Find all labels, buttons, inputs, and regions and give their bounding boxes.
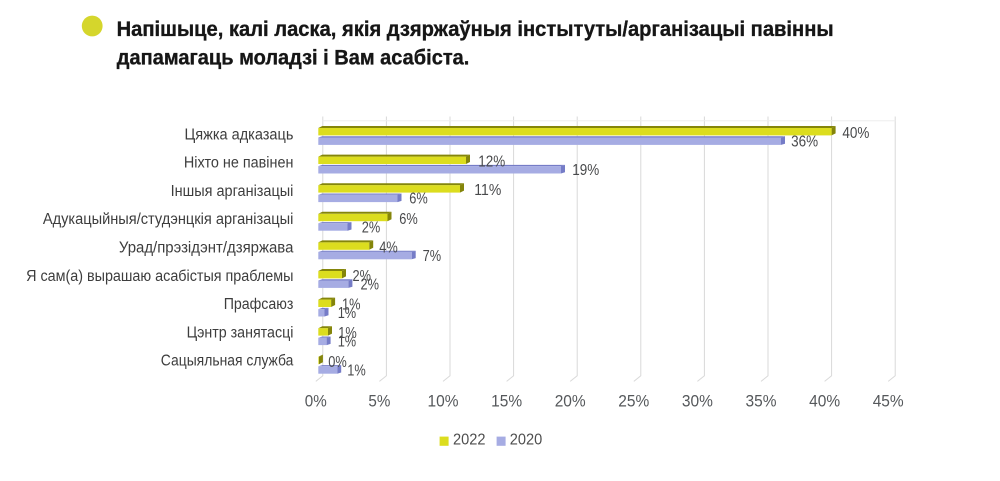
svg-text:Сацыяльная служба: Сацыяльная служба (161, 353, 294, 370)
svg-text:Цяжка адказаць: Цяжка адказаць (185, 126, 294, 143)
svg-text:19%: 19% (572, 162, 599, 179)
svg-text:7%: 7% (423, 248, 442, 265)
svg-text:2020: 2020 (510, 432, 543, 449)
svg-text:Напішыце, калі ласка, якія дзя: Напішыце, калі ласка, якія дзяржаўныя ін… (117, 18, 834, 41)
svg-text:25%: 25% (618, 391, 649, 410)
svg-text:1%: 1% (338, 325, 357, 342)
svg-text:36%: 36% (791, 134, 818, 151)
svg-text:1%: 1% (338, 334, 357, 351)
svg-text:2022: 2022 (453, 432, 486, 449)
svg-text:0%: 0% (305, 391, 327, 410)
svg-text:0%: 0% (328, 354, 347, 371)
svg-text:6%: 6% (399, 211, 418, 228)
svg-text:1%: 1% (347, 362, 366, 379)
svg-text:Прафсаюз: Прафсаюз (224, 296, 294, 313)
svg-text:35%: 35% (746, 391, 777, 410)
svg-text:1%: 1% (342, 297, 361, 314)
svg-text:11%: 11% (474, 182, 501, 199)
svg-text:15%: 15% (491, 391, 522, 410)
svg-text:20%: 20% (555, 391, 586, 410)
svg-text:2%: 2% (361, 277, 380, 294)
svg-text:5%: 5% (368, 391, 390, 410)
svg-text:Ніхто не павінен: Ніхто не павінен (184, 155, 294, 172)
svg-text:Іншыя арганізацыі: Іншыя арганізацыі (171, 183, 294, 200)
svg-text:30%: 30% (682, 391, 713, 410)
svg-text:4%: 4% (379, 239, 398, 256)
svg-text:40%: 40% (809, 391, 840, 410)
svg-text:40%: 40% (842, 125, 869, 142)
svg-text:6%: 6% (409, 191, 428, 208)
svg-text:Я сам(а) вырашаю асабістыя пра: Я сам(а) вырашаю асабістыя праблемы (26, 268, 293, 285)
svg-text:2%: 2% (362, 219, 381, 236)
svg-text:Адукацыйныя/студэнцкія арганіз: Адукацыйныя/студэнцкія арганізацыі (43, 211, 294, 228)
svg-text:Урад/прэзідэнт/дзяржава: Урад/прэзідэнт/дзяржава (119, 240, 294, 257)
svg-text:10%: 10% (428, 391, 459, 410)
svg-text:2%: 2% (353, 268, 372, 285)
svg-text:дапамагаць моладзі і Вам асабі: дапамагаць моладзі і Вам асабіста. (117, 46, 470, 69)
svg-text:Цэнтр занятасці: Цэнтр занятасці (187, 324, 294, 341)
svg-text:12%: 12% (478, 154, 505, 171)
svg-text:1%: 1% (338, 305, 357, 322)
svg-text:45%: 45% (873, 391, 904, 410)
